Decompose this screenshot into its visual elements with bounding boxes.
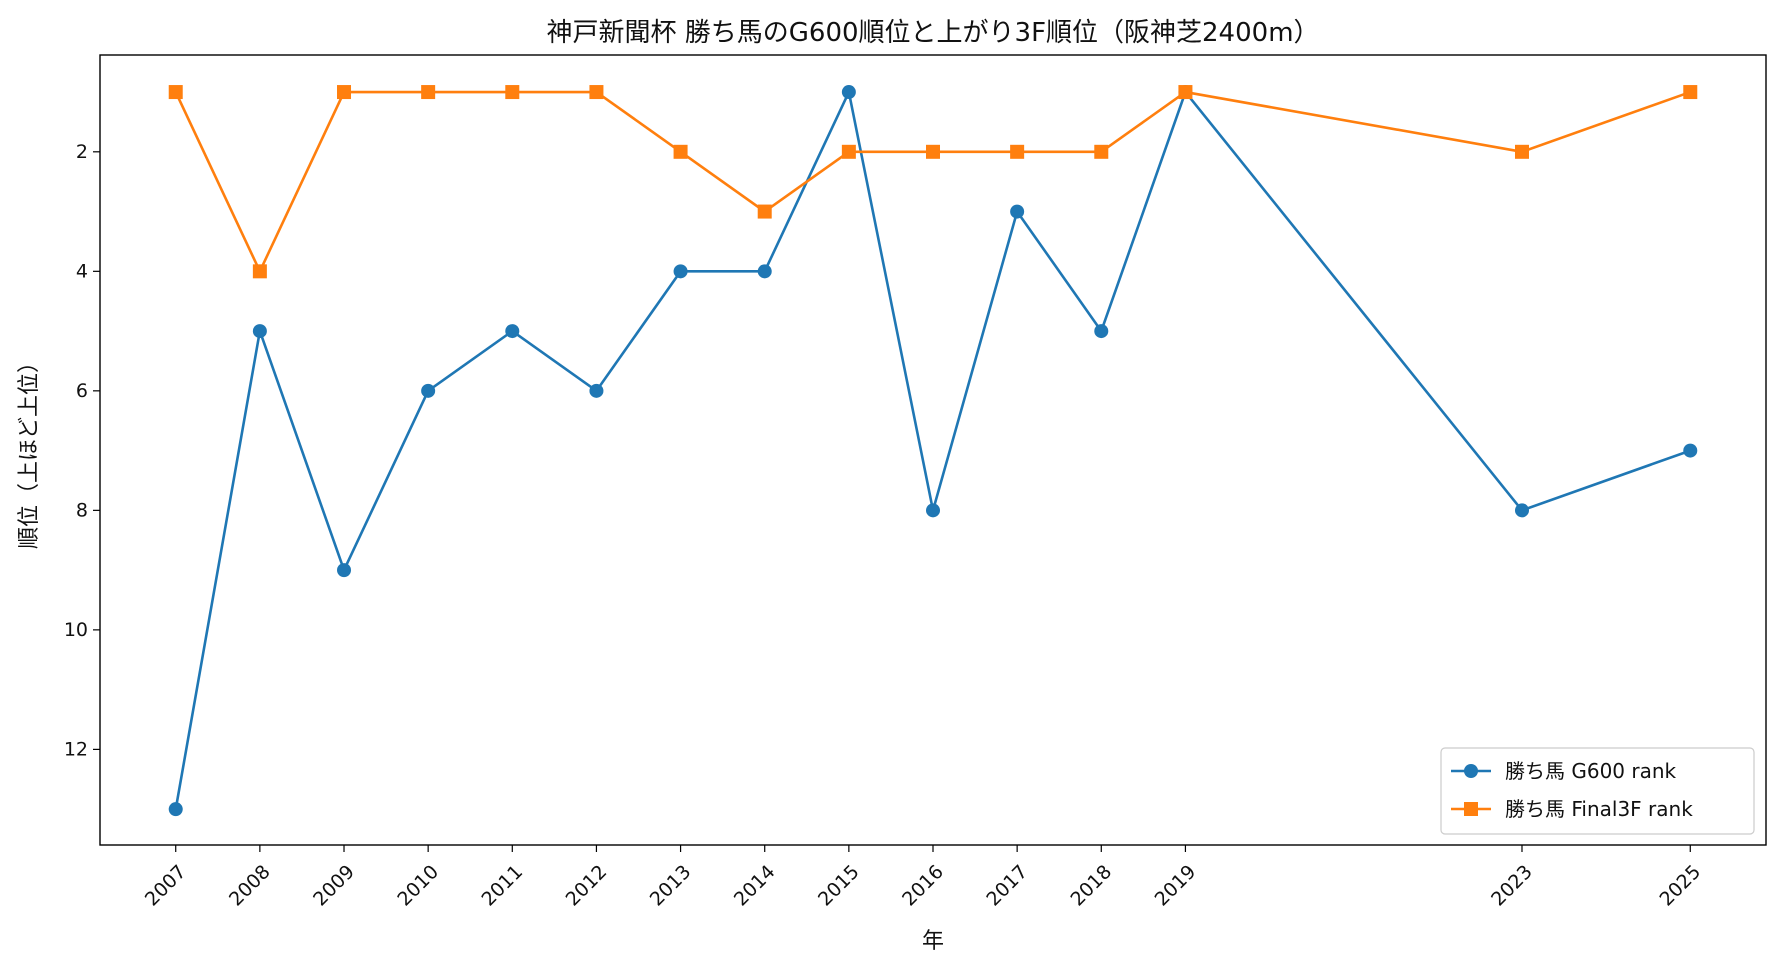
x-tick-label: 2015 xyxy=(814,861,864,911)
x-tick-label: 2014 xyxy=(730,861,780,911)
legend-label: 勝ち馬 G600 rank xyxy=(1505,759,1677,783)
legend-label: 勝ち馬 Final3F rank xyxy=(1505,797,1693,821)
x-tick-label: 2013 xyxy=(646,861,696,911)
data-point xyxy=(926,503,940,518)
y-axis-label: 順位（上ほど上位） xyxy=(17,351,42,549)
x-tick-label: 2025 xyxy=(1655,861,1705,911)
x-tick-label: 2017 xyxy=(982,861,1032,911)
x-tick-label: 2018 xyxy=(1066,861,1116,911)
data-point xyxy=(841,144,856,159)
data-point xyxy=(1094,324,1109,339)
data-point xyxy=(421,85,436,100)
data-point xyxy=(757,204,772,219)
x-axis: 2007 2008 2009 2010 2011 2012 2013 2014 2015 2016… xyxy=(141,845,1705,911)
data-point xyxy=(1683,443,1698,458)
data-point xyxy=(252,324,267,339)
series-layer xyxy=(168,85,1698,817)
data-point xyxy=(168,802,183,817)
y-tick-label: 10 xyxy=(64,619,88,641)
x-tick-label: 2008 xyxy=(225,861,275,911)
legend-box xyxy=(1440,747,1755,835)
series-line xyxy=(174,90,1691,273)
data-point xyxy=(1094,144,1109,159)
chart-title: 神戸新聞杯 勝ち馬のG600順位と上がり3F順位（阪神芝2400m） xyxy=(546,18,1319,48)
x-tick-label: 2007 xyxy=(141,861,191,911)
data-point xyxy=(1178,85,1193,100)
data-point xyxy=(1010,144,1025,159)
data-point xyxy=(673,264,688,279)
data-point xyxy=(757,264,772,279)
y-tick-label: 8 xyxy=(76,499,88,521)
data-point xyxy=(1514,144,1529,159)
data-point xyxy=(421,383,436,398)
legend: 勝ち馬 G600 rank 勝ち馬 Final3F rank xyxy=(1440,747,1755,835)
data-point xyxy=(926,144,940,159)
y-tick-label: 6 xyxy=(76,380,88,402)
x-tick-label: 2019 xyxy=(1151,861,1201,911)
data-point xyxy=(168,85,183,100)
x-tick-label: 2011 xyxy=(477,861,527,911)
data-point xyxy=(673,144,688,159)
data-point xyxy=(1010,204,1025,219)
x-tick-label: 2023 xyxy=(1487,861,1537,911)
legend-marker xyxy=(1464,764,1478,778)
plot-frame xyxy=(99,54,1767,846)
legend-marker xyxy=(1464,802,1478,816)
x-tick-label: 2016 xyxy=(898,861,948,911)
data-point xyxy=(1683,85,1698,100)
x-axis-label: 年 xyxy=(922,929,944,954)
data-point xyxy=(505,324,520,339)
x-tick-label: 2009 xyxy=(309,861,359,911)
data-point xyxy=(505,85,520,100)
y-tick-label: 2 xyxy=(76,141,88,163)
data-point xyxy=(841,85,856,100)
series-line xyxy=(174,90,1691,810)
y-tick-label: 4 xyxy=(76,260,88,282)
data-point xyxy=(589,383,604,398)
data-point xyxy=(1514,503,1529,518)
x-tick-label: 2010 xyxy=(393,861,443,911)
data-point xyxy=(337,563,352,578)
data-point xyxy=(252,264,267,279)
y-axis: 2 4 6 8 10 12 xyxy=(64,141,100,760)
data-point xyxy=(589,85,604,100)
x-tick-label: 2012 xyxy=(562,861,612,911)
data-point xyxy=(337,85,352,100)
y-tick-label: 12 xyxy=(64,738,88,760)
